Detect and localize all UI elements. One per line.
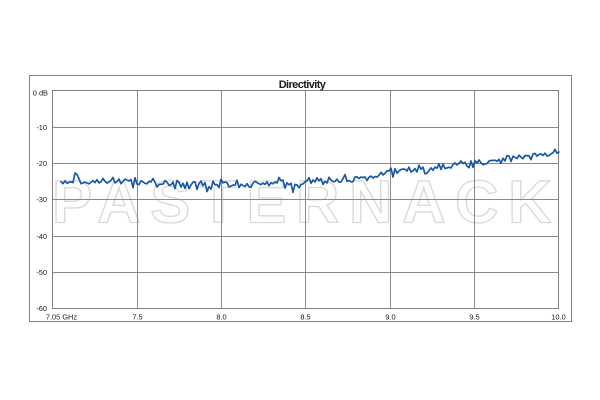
svg-text:Directivity: Directivity — [279, 79, 327, 91]
svg-text:-50: -50 — [36, 268, 47, 277]
svg-text:9.5: 9.5 — [469, 313, 479, 322]
svg-text:7.05 GHz: 7.05 GHz — [46, 313, 78, 322]
svg-text:8.5: 8.5 — [300, 313, 310, 322]
svg-text:PASTERNACK: PASTERNACK — [52, 169, 561, 236]
svg-text:-10: -10 — [36, 123, 47, 132]
svg-text:8.0: 8.0 — [216, 313, 226, 322]
svg-text:-60: -60 — [36, 304, 47, 313]
svg-text:7.5: 7.5 — [132, 313, 142, 322]
svg-text:10.0: 10.0 — [551, 313, 565, 322]
svg-text:0 dB: 0 dB — [33, 89, 48, 98]
svg-text:-30: -30 — [36, 195, 47, 204]
svg-text:-40: -40 — [36, 232, 47, 241]
svg-text:-20: -20 — [36, 159, 47, 168]
svg-text:9.0: 9.0 — [385, 313, 395, 322]
